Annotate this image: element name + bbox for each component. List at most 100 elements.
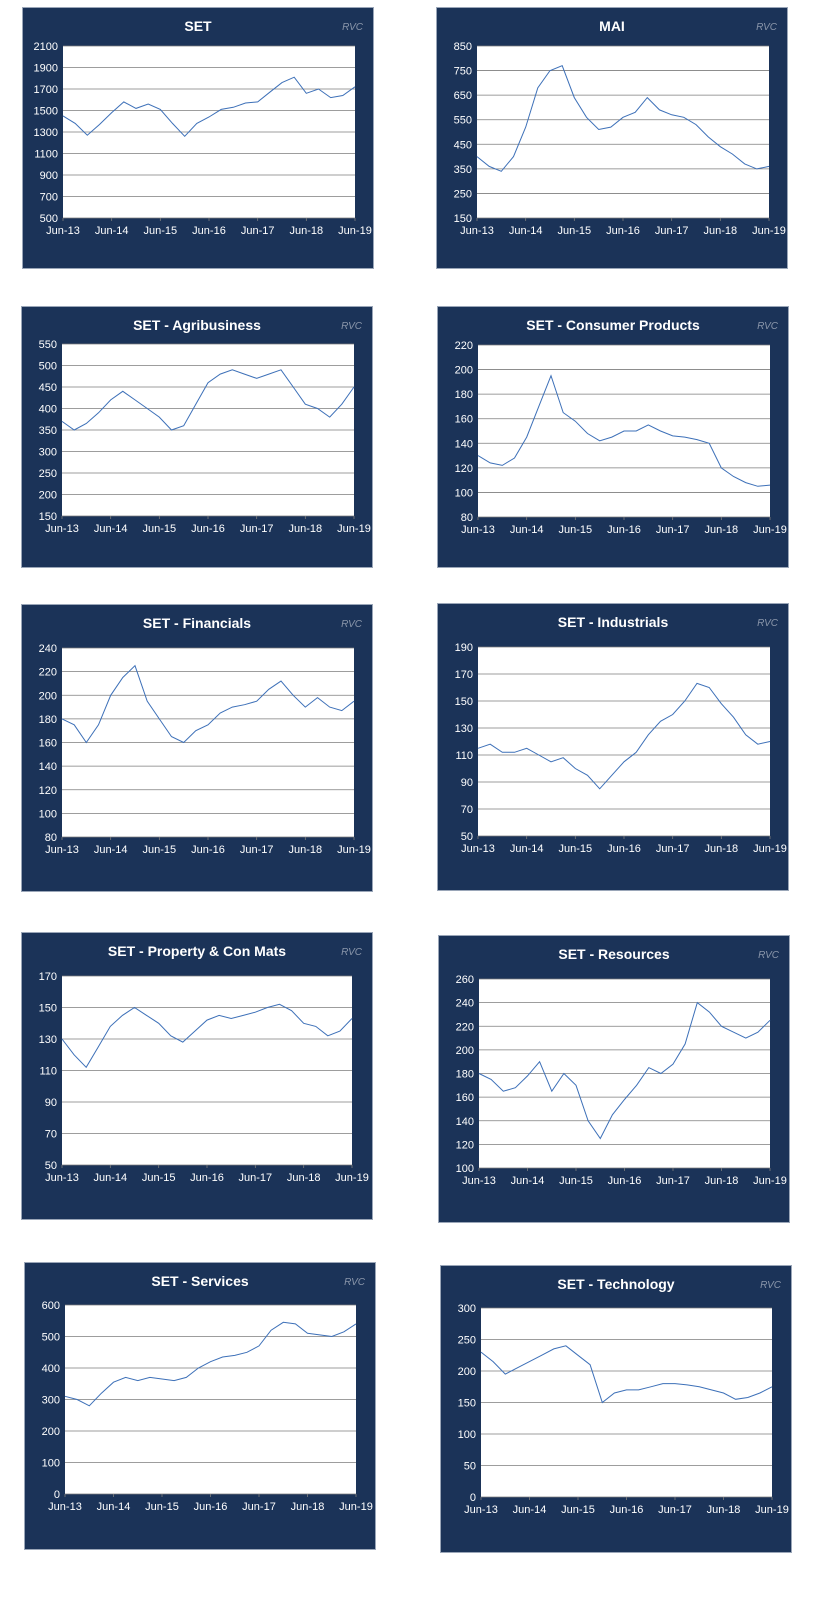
watermark: RVC [758, 950, 779, 961]
y-tick-label: 160 [455, 414, 473, 426]
y-tick-label: 300 [42, 1395, 60, 1407]
x-tick-label: Jun-15 [561, 1504, 595, 1516]
y-tick-label: 90 [461, 777, 473, 789]
chart-svg: 150 250 350 450 550 650 750 850 Jun-13 Jun-14 Jun-… [454, 41, 786, 237]
x-tick-label: Jun-16 [191, 523, 225, 535]
y-tick-label: 110 [455, 750, 473, 762]
x-tick-label: Jun-17 [240, 844, 274, 856]
x-tick-label: Jun-18 [289, 523, 323, 535]
y-tick-label: 50 [461, 831, 473, 843]
series-line [478, 1001, 771, 1140]
y-tick-label: 120 [455, 463, 473, 475]
watermark: RVC [341, 947, 362, 958]
x-tick-label: Jun-14 [94, 523, 128, 535]
chart-panel-services: 0 100 200 300 400 500 600 Jun-13 Jun-14 Jun-15 Jun… [24, 1262, 376, 1550]
y-tick-label: 220 [39, 667, 57, 679]
y-tick-label: 350 [454, 164, 472, 176]
y-tick-label: 650 [454, 90, 472, 102]
x-tick-label: Jun-13 [48, 1501, 82, 1513]
x-tick-label: Jun-16 [607, 524, 641, 536]
chart-svg: 50 70 90 110 130 150 170 190 Jun-13 Jun-14 Jun-15 J… [455, 642, 787, 855]
series-line [62, 76, 356, 138]
x-tick-label: Jun-15 [142, 1172, 176, 1184]
watermark: RVC [342, 22, 363, 33]
y-tick-label: 0 [54, 1489, 60, 1501]
x-tick-label: Jun-13 [462, 1175, 496, 1187]
y-tick-label: 500 [42, 1332, 60, 1344]
x-tick-label: Jun-18 [704, 225, 738, 237]
watermark: RVC [757, 618, 778, 629]
x-tick-label: Jun-14 [509, 225, 543, 237]
y-tick-label: 170 [39, 971, 57, 983]
x-tick-label: Jun-17 [658, 1504, 692, 1516]
x-tick-label: Jun-15 [143, 523, 177, 535]
x-tick-label: Jun-17 [656, 843, 690, 855]
x-tick-label: Jun-16 [192, 225, 226, 237]
y-tick-label: 140 [456, 1116, 474, 1128]
y-tick-label: 200 [458, 1366, 476, 1378]
y-tick-label: 250 [454, 188, 472, 200]
y-tick-label: 100 [39, 808, 57, 820]
series-line [61, 1003, 353, 1069]
x-tick-label: Jun-14 [97, 1501, 131, 1513]
x-tick-label: Jun-16 [608, 1175, 642, 1187]
series-line [61, 369, 355, 431]
chart-svg: 80 100 120 140 160 180 200 220 Jun-13 Jun-14 Jun-1… [455, 340, 787, 536]
x-tick-label: Jun-19 [753, 524, 787, 536]
y-tick-label: 200 [39, 490, 57, 502]
y-tick-label: 150 [458, 1398, 476, 1410]
chart-panel-set: 500 700 900 1100 1300 1500 1700 1900 2100 Jun-13 J… [22, 7, 374, 269]
x-tick-label: Jun-18 [287, 1172, 321, 1184]
watermark: RVC [760, 1280, 781, 1291]
y-tick-label: 50 [464, 1461, 476, 1473]
y-tick-label: 150 [454, 213, 472, 225]
chart-title: SET - Consumer Products [526, 317, 700, 333]
chart-panel-agribusiness: 150 200 250 300 350 400 450 500 550 Jun-13 Jun-14 J… [21, 306, 373, 568]
y-tick-label: 50 [45, 1160, 57, 1172]
watermark: RVC [757, 321, 778, 332]
x-tick-label: Jun-16 [610, 1504, 644, 1516]
x-tick-label: Jun-18 [707, 1504, 741, 1516]
chart-svg: 100 120 140 160 180 200 220 240 260 Jun-13 Jun-14 J… [456, 974, 787, 1187]
x-tick-label: Jun-17 [655, 225, 689, 237]
watermark: RVC [341, 321, 362, 332]
y-tick-label: 400 [39, 404, 57, 416]
y-tick-label: 0 [470, 1492, 476, 1504]
y-tick-label: 300 [39, 447, 57, 459]
x-tick-label: Jun-19 [338, 225, 372, 237]
y-tick-label: 180 [456, 1069, 474, 1081]
x-tick-label: Jun-19 [339, 1501, 373, 1513]
chart-svg: 150 200 250 300 350 400 450 500 550 Jun-13 Jun-14 J… [39, 339, 371, 535]
series-line [476, 65, 770, 172]
chart-panel-resources: 100 120 140 160 180 200 220 240 260 Jun-13 Jun-14 J… [438, 935, 790, 1223]
y-tick-label: 100 [458, 1429, 476, 1441]
chart-panel-technology: 0 50 100 150 200 250 300 Jun-13 Jun-14 Jun-15 Jun-… [440, 1265, 792, 1553]
chart-title: SET - Resources [558, 946, 670, 962]
y-tick-label: 120 [39, 785, 57, 797]
y-tick-label: 130 [455, 723, 473, 735]
y-tick-label: 70 [461, 804, 473, 816]
chart-title: SET - Agribusiness [133, 317, 261, 333]
x-tick-label: Jun-13 [45, 844, 79, 856]
x-tick-label: Jun-15 [559, 524, 593, 536]
y-tick-label: 700 [40, 192, 58, 204]
chart-title: SET - Financials [142, 615, 252, 631]
x-tick-label: Jun-19 [337, 523, 371, 535]
chart-title: SET - Services [151, 1273, 249, 1289]
x-tick-label: Jun-15 [143, 844, 177, 856]
y-tick-label: 1500 [34, 106, 58, 118]
x-tick-label: Jun-19 [335, 1172, 369, 1184]
y-tick-label: 550 [39, 339, 57, 351]
chart-title: MAI [599, 18, 625, 34]
y-tick-label: 1700 [34, 84, 58, 96]
chart-title: SET - Technology [557, 1276, 675, 1292]
x-tick-label: Jun-19 [337, 844, 371, 856]
y-tick-label: 150 [455, 696, 473, 708]
y-tick-label: 100 [456, 1163, 474, 1175]
plot-area [477, 46, 769, 218]
y-tick-label: 80 [45, 832, 57, 844]
y-tick-label: 500 [39, 361, 57, 373]
chart-svg: 80 100 120 140 160 180 200 220 240 Jun-13 Jun-14 Ju… [39, 643, 371, 856]
chart-panel-consumer-products: 80 100 120 140 160 180 200 220 Jun-13 Jun-14 Jun-1… [437, 306, 789, 568]
x-tick-label: Jun-14 [511, 1175, 545, 1187]
